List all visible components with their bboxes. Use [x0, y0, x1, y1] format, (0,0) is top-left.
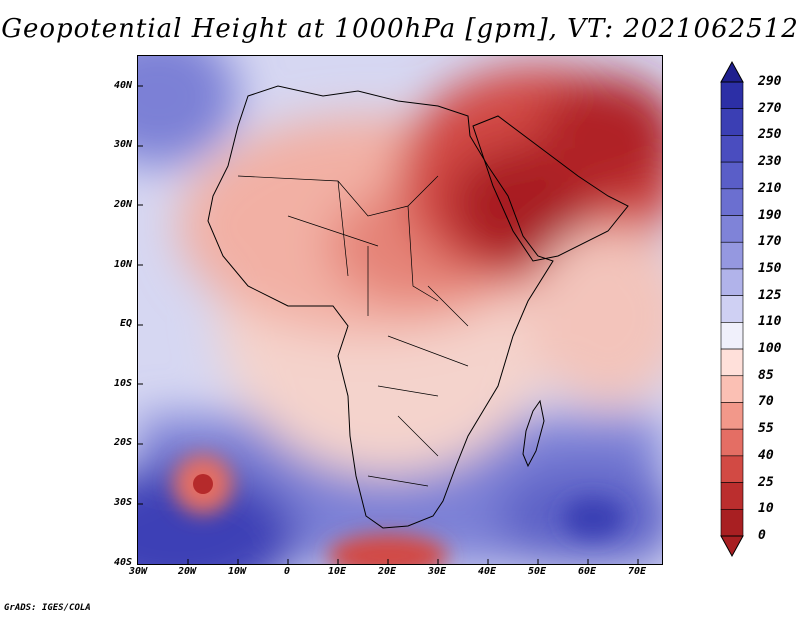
colorbar-top-arrow [720, 60, 744, 83]
colorbar-label: 270 [758, 100, 782, 116]
colorbar-segment [720, 295, 744, 323]
colorbar-segment [720, 161, 744, 190]
height-field [138, 56, 662, 564]
lon-label-30w: 30W [128, 566, 148, 577]
colorbar-label: 230 [758, 154, 782, 170]
colorbar-bottom-arrow [720, 535, 744, 558]
colorbar-segment [720, 428, 744, 457]
lon-label-0: 0 [283, 566, 291, 577]
colorbar [720, 60, 744, 558]
colorbar-segment [720, 322, 744, 350]
chart-title: Geopotential Height at 1000hPa [gpm], VT… [1, 14, 799, 44]
axis-ticks [138, 85, 639, 564]
colorbar-label: 150 [758, 260, 782, 276]
colorbar-segment [720, 241, 744, 270]
country-borders [237, 175, 469, 487]
madagascar-coastline [522, 399, 545, 468]
colorbar-segment [720, 135, 744, 163]
lon-label-20w: 20W [177, 566, 197, 577]
lon-label-40e: 40E [477, 566, 497, 577]
colorbar-segment [720, 108, 744, 136]
colorbar-label: 170 [758, 234, 782, 250]
colorbar-label: 85 [758, 367, 774, 383]
lat-label-30s: 30S [113, 497, 132, 508]
colorbar-label: 210 [758, 180, 782, 196]
colorbar-label: 40 [758, 447, 774, 463]
colorbar-segment [720, 188, 744, 216]
lat-label-20s: 20S [113, 437, 132, 448]
grads-credit: GrADS: IGES/COLA [4, 603, 91, 613]
arabia-coastline [472, 115, 629, 262]
colorbar-label: 110 [758, 314, 782, 330]
colorbar-segment [720, 508, 744, 537]
colorbar-label: 25 [758, 474, 774, 490]
lon-label-70e: 70E [627, 566, 647, 577]
lat-label-eq: EQ [119, 318, 132, 329]
colorbar-segment [720, 348, 744, 377]
map-svg [138, 56, 662, 564]
lat-label-40n: 40N [113, 80, 132, 91]
colorbar-segment [720, 215, 744, 243]
colorbar-label: 190 [758, 207, 782, 223]
africa-coastline [207, 85, 554, 529]
colorbar-label: 55 [758, 421, 774, 437]
lon-label-60e: 60E [577, 566, 597, 577]
lat-label-20n: 20N [113, 199, 132, 210]
colorbar-segment [720, 268, 744, 296]
colorbar-label: 10 [758, 501, 774, 517]
lon-label-10w: 10W [227, 566, 247, 577]
colorbar-label: 0 [758, 528, 766, 543]
colorbar-label: 250 [758, 127, 782, 143]
lat-label-30n: 30N [113, 139, 132, 150]
lat-label-40s: 40S [113, 557, 132, 568]
lon-label-10e: 10E [327, 566, 347, 577]
colorbar-segment [720, 81, 744, 110]
colorbar-segment [720, 402, 744, 430]
colorbar-label: 290 [758, 74, 782, 89]
colorbar-segments [720, 81, 744, 537]
colorbar-label: 100 [758, 341, 782, 357]
colorbar-label: 70 [758, 394, 774, 410]
lon-label-50e: 50E [527, 566, 547, 577]
colorbar-segment [720, 482, 744, 510]
atlantic-low-core [193, 474, 213, 494]
lon-label-30e: 30E [427, 566, 447, 577]
lat-label-10n: 10N [113, 259, 132, 270]
map-panel [137, 55, 663, 565]
lat-label-10s: 10S [113, 378, 132, 389]
colorbar-segment [720, 455, 744, 483]
colorbar-label: 125 [758, 287, 782, 303]
colorbar-segment [720, 375, 744, 403]
lon-label-20e: 20E [377, 566, 397, 577]
